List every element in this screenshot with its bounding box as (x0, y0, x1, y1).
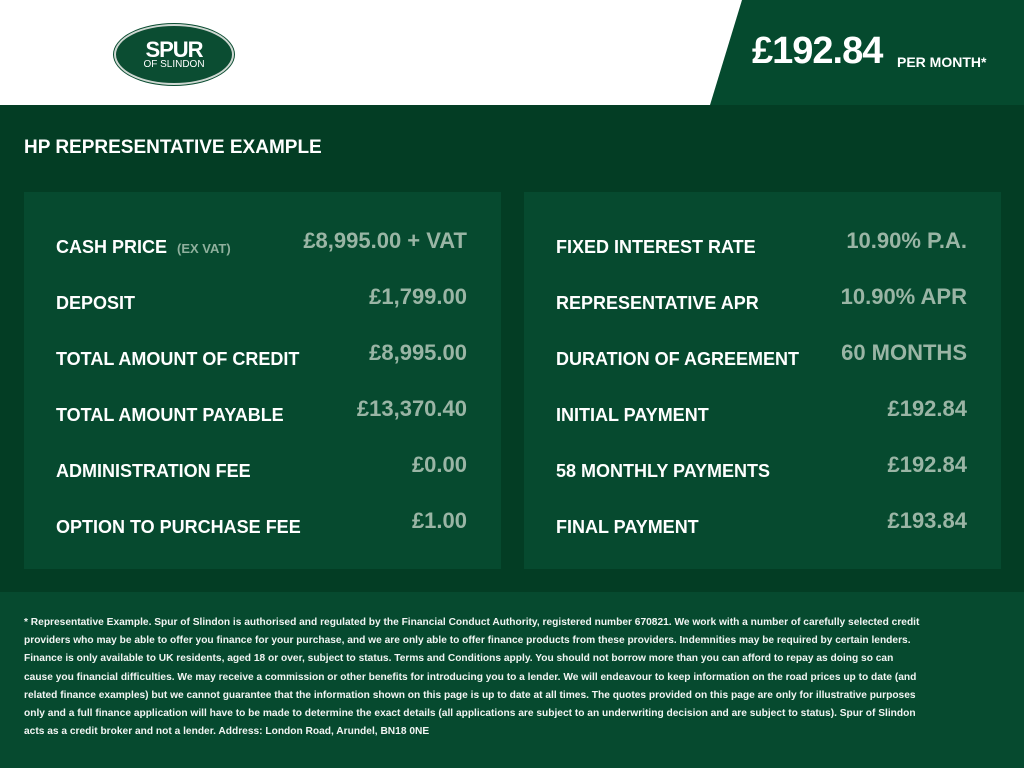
monthly-price-panel (710, 0, 1024, 105)
value: £0.00 (411, 452, 467, 477)
section-title: HP REPRESENTATIVE EXAMPLE (24, 137, 322, 158)
label: INITIAL PAYMENT (556, 405, 709, 425)
row-apr: REPRESENTATIVE APR 10.90% APR (556, 284, 967, 314)
label: 58 MONTHLY PAYMENTS (556, 461, 771, 481)
row-duration: DURATION OF AGREEMENT 60 MONTHS (556, 340, 967, 370)
row-interest-rate: FIXED INTEREST RATE 10.90% P.A. (556, 228, 967, 258)
label: TOTAL AMOUNT PAYABLE (56, 405, 284, 425)
label: OPTION TO PURCHASE FEE (56, 517, 301, 537)
label: FIXED INTEREST RATE (556, 237, 756, 257)
value: £1,799.00 (369, 284, 467, 309)
label: TOTAL AMOUNT OF CREDIT (56, 349, 300, 369)
per-month-label: PER MONTH* (897, 54, 987, 70)
value: £193.84 (887, 508, 967, 533)
label: FINAL PAYMENT (556, 517, 699, 537)
disclaimer-text: * Representative Example. Spur of Slindo… (24, 617, 920, 738)
row-deposit: DEPOSIT £1,799.00 (56, 284, 467, 314)
value: £192.84 (887, 452, 967, 477)
value: £192.84 (887, 396, 967, 421)
value: £8,995.00 + VAT (303, 228, 467, 253)
row-cash-price: CASH PRICE (EX VAT) £8,995.00 + VAT (56, 228, 467, 258)
finance-details-right: FIXED INTEREST RATE 10.90% P.A. REPRESEN… (524, 192, 1001, 569)
value: 10.90% P.A. (846, 228, 967, 253)
header: SPUR OF SLINDON £192.84 PER MONTH* (0, 0, 1024, 105)
ex-vat-note: (EX VAT) (177, 241, 231, 256)
label: REPRESENTATIVE APR (556, 293, 759, 313)
value: 10.90% APR (840, 284, 967, 309)
value: £1.00 (411, 508, 467, 533)
footer: * Representative Example. Spur of Slindo… (0, 592, 1024, 768)
row-admin-fee: ADMINISTRATION FEE £0.00 (56, 452, 467, 482)
row-total-payable: TOTAL AMOUNT PAYABLE £13,370.40 (56, 396, 467, 426)
label: DURATION OF AGREEMENT (556, 349, 799, 369)
value: £8,995.00 (369, 340, 467, 365)
row-final-payment: FINAL PAYMENT £193.84 (556, 508, 967, 538)
row-option-fee: OPTION TO PURCHASE FEE £1.00 (56, 508, 467, 538)
value: 60 MONTHS (841, 340, 967, 365)
monthly-price: £192.84 (752, 30, 883, 72)
label: DEPOSIT (56, 293, 136, 313)
spur-of-slindon-logo[interactable]: SPUR OF SLINDON (114, 24, 234, 85)
label: CASH PRICE (56, 237, 168, 257)
row-initial-payment: INITIAL PAYMENT £192.84 (556, 396, 967, 426)
row-monthly-payments: 58 MONTHLY PAYMENTS £192.84 (556, 452, 967, 482)
row-total-credit: TOTAL AMOUNT OF CREDIT £8,995.00 (56, 340, 467, 370)
finance-details-left: CASH PRICE (EX VAT) £8,995.00 + VAT DEPOS… (24, 192, 501, 569)
value: £13,370.40 (356, 396, 467, 421)
label: ADMINISTRATION FEE (56, 461, 251, 481)
